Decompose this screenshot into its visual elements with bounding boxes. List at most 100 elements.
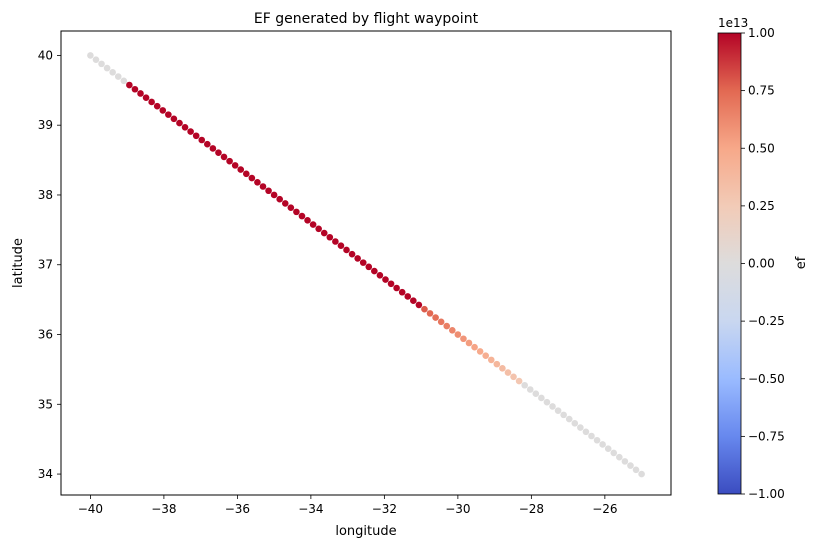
data-point xyxy=(248,174,256,182)
colorbar xyxy=(717,32,742,495)
data-point xyxy=(126,81,133,89)
data-point xyxy=(437,318,445,326)
data-point xyxy=(259,183,267,190)
x-tick-label: −28 xyxy=(519,502,544,516)
data-point xyxy=(465,339,473,347)
y-tick-label: 40 xyxy=(38,48,53,62)
data-point xyxy=(276,195,284,203)
data-point xyxy=(220,153,228,161)
data-point xyxy=(153,102,161,110)
data-point xyxy=(565,415,573,423)
data-point xyxy=(510,373,517,381)
data-point xyxy=(404,293,412,300)
x-axis-label: longitude xyxy=(335,524,396,539)
x-tick-label: −30 xyxy=(445,502,470,516)
y-axis: 34 35 36 37 38 39 40 xyxy=(38,48,61,481)
data-point xyxy=(599,441,606,448)
data-point xyxy=(209,145,217,152)
data-point xyxy=(204,140,211,148)
data-point xyxy=(181,124,189,131)
x-tick-label: −38 xyxy=(151,502,176,516)
data-point xyxy=(532,390,540,398)
data-point xyxy=(103,64,111,72)
data-point xyxy=(554,407,562,414)
data-point xyxy=(487,356,495,364)
data-point xyxy=(382,276,389,283)
data-point xyxy=(371,267,378,275)
data-point xyxy=(315,225,322,233)
data-point xyxy=(176,119,183,127)
data-point xyxy=(449,326,456,334)
data-point xyxy=(265,187,272,195)
data-point xyxy=(114,73,122,80)
colorbar-tick-label: 0.25 xyxy=(748,199,775,213)
data-point xyxy=(493,360,501,368)
data-point xyxy=(538,394,545,402)
data-point xyxy=(415,301,423,309)
data-point xyxy=(137,90,144,97)
colorbar-label: ef xyxy=(794,256,809,269)
data-point xyxy=(504,369,512,376)
colorbar-tick-label: 0.75 xyxy=(748,84,775,98)
data-point xyxy=(432,314,439,321)
data-point xyxy=(621,458,629,465)
data-point xyxy=(254,178,261,186)
data-point xyxy=(165,111,172,118)
data-point xyxy=(87,52,94,59)
data-point xyxy=(142,94,150,102)
data-point xyxy=(476,348,484,355)
y-tick-label: 39 xyxy=(38,118,53,132)
colorbar-offset-text: 1e13 xyxy=(718,16,748,30)
colorbar-tick-label: −0.75 xyxy=(748,429,785,443)
data-point xyxy=(231,162,239,169)
data-point xyxy=(198,136,206,144)
data-point xyxy=(131,85,139,93)
data-point xyxy=(443,322,451,330)
data-point xyxy=(393,284,400,292)
data-point xyxy=(309,221,317,228)
data-point xyxy=(460,335,467,343)
data-point xyxy=(281,200,289,207)
data-point xyxy=(326,233,334,241)
colorbar-tick-label: 1.00 xyxy=(748,26,775,40)
data-point xyxy=(588,432,595,440)
data-point xyxy=(192,132,200,140)
y-tick-label: 38 xyxy=(38,188,53,202)
x-tick-label: −26 xyxy=(592,502,617,516)
colorbar-tick-label: −1.00 xyxy=(748,487,785,501)
data-point xyxy=(582,428,590,436)
data-point xyxy=(242,170,250,178)
x-tick-label: −32 xyxy=(372,502,397,516)
data-point xyxy=(187,128,194,135)
data-point xyxy=(426,310,434,317)
x-axis: −40 −38 −36 −34 −32 −30 −28 −26 xyxy=(78,495,618,516)
data-point xyxy=(343,246,350,254)
y-tick-label: 36 xyxy=(38,328,53,342)
data-point xyxy=(471,343,478,351)
data-point xyxy=(215,149,222,156)
data-point xyxy=(638,470,645,478)
data-point xyxy=(270,191,278,199)
data-point xyxy=(387,280,395,288)
data-point xyxy=(159,107,167,114)
y-tick-label: 37 xyxy=(38,258,53,272)
data-point xyxy=(421,305,428,313)
x-tick-label: −40 xyxy=(78,502,103,516)
y-tick-label: 35 xyxy=(38,397,53,411)
data-point xyxy=(398,288,406,296)
data-point xyxy=(332,238,339,245)
data-point xyxy=(627,462,634,469)
data-point xyxy=(98,60,105,68)
data-point xyxy=(226,157,233,165)
data-point xyxy=(549,403,556,410)
colorbar-tick-label: −0.25 xyxy=(748,314,785,328)
data-point xyxy=(515,377,523,385)
data-point xyxy=(365,263,373,271)
data-point xyxy=(571,420,579,427)
data-point xyxy=(170,115,178,123)
colorbar-tick-label: 0.50 xyxy=(748,141,775,155)
data-point xyxy=(348,250,356,258)
data-point xyxy=(337,242,345,250)
data-point xyxy=(298,212,306,220)
chart-title: EF generated by flight waypoint xyxy=(254,11,479,27)
